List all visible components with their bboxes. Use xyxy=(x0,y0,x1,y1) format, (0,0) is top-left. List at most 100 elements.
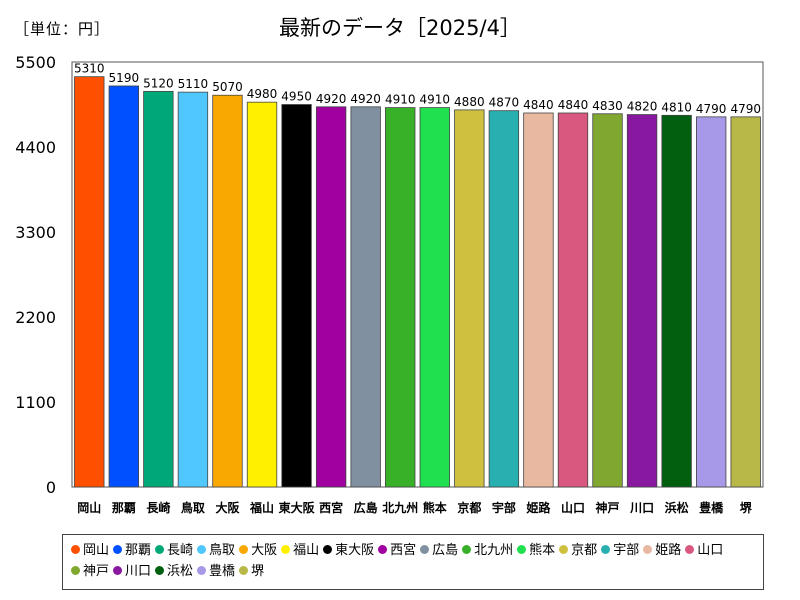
legend-label: 長崎 xyxy=(167,543,194,558)
legend-label: 京都 xyxy=(571,543,598,558)
x-tick-label: 浜松 xyxy=(665,500,689,515)
x-tick-label: 北九州 xyxy=(382,500,418,515)
legend-label: 堺 xyxy=(251,564,265,579)
data-label: 4910 xyxy=(385,93,416,107)
bar-神戸 xyxy=(592,113,623,488)
data-label: 5070 xyxy=(212,80,243,94)
legend-item: 神戸 xyxy=(71,561,109,582)
legend-marker xyxy=(462,545,472,554)
data-label: 4920 xyxy=(350,92,381,106)
x-tick-label: 姫路 xyxy=(526,500,551,515)
x-tick-label: 川口 xyxy=(629,501,654,515)
legend-item: 山口 xyxy=(685,540,723,561)
y-tick-label: 0 xyxy=(46,478,56,497)
bar-那覇 xyxy=(108,85,140,488)
x-tick-label: 堺 xyxy=(740,500,753,515)
x-tick-label: 神戸 xyxy=(596,500,620,515)
legend-item: 浜松 xyxy=(155,561,193,582)
legend-item: 広島 xyxy=(420,540,458,561)
legend-item: 姫路 xyxy=(643,540,681,561)
x-tick-label: 鳥取 xyxy=(181,500,205,515)
data-label: 4840 xyxy=(523,98,554,112)
legend-label: 浜松 xyxy=(167,564,194,579)
bar-福山 xyxy=(246,101,278,488)
x-tick-label: 大阪 xyxy=(215,500,240,515)
bar-熊本 xyxy=(419,107,450,488)
legend-item: 東大阪 xyxy=(323,540,374,561)
data-label: 5310 xyxy=(74,62,105,76)
legend-label: 鳥取 xyxy=(209,543,236,558)
bar-東大阪 xyxy=(281,104,312,488)
legend-label: 大阪 xyxy=(251,543,278,558)
legend-item: 西宮 xyxy=(378,540,416,561)
legend-marker xyxy=(643,545,653,554)
legend-marker xyxy=(378,545,388,554)
legend-marker xyxy=(71,566,80,575)
bar-大阪 xyxy=(212,94,243,488)
x-tick-label: 長崎 xyxy=(146,500,170,515)
data-label: 4920 xyxy=(316,92,347,106)
legend-item: 長崎 xyxy=(155,540,193,561)
bar-長崎 xyxy=(143,90,174,488)
x-tick-label: 京都 xyxy=(457,500,481,515)
legend-item: 熊本 xyxy=(517,540,555,561)
data-label: 4840 xyxy=(558,98,589,112)
y-tick-label: 3300 xyxy=(15,223,56,242)
legend-marker xyxy=(559,545,569,554)
legend-marker xyxy=(323,545,333,554)
legend-item: 那覇 xyxy=(113,540,151,561)
bar-鳥取 xyxy=(177,91,209,488)
bar-広島 xyxy=(350,106,381,488)
data-label: 5110 xyxy=(178,77,209,91)
legend-marker xyxy=(71,545,80,554)
bar-西宮 xyxy=(315,106,347,488)
y-tick-label: 2200 xyxy=(15,308,56,327)
data-label: 4820 xyxy=(627,100,658,114)
data-label: 4980 xyxy=(247,87,278,101)
legend-item: 岡山 xyxy=(71,540,109,561)
bar-堺 xyxy=(730,116,761,488)
data-label: 4910 xyxy=(420,93,451,107)
plot-area xyxy=(71,61,764,488)
x-tick-label: 東大阪 xyxy=(279,500,316,515)
legend-label: 福山 xyxy=(293,543,320,558)
chart-title: 最新のデータ［2025/4］ xyxy=(279,16,521,40)
legend-marker xyxy=(239,545,249,554)
data-label: 4810 xyxy=(661,100,692,114)
data-label: 5120 xyxy=(143,76,174,90)
legend-marker xyxy=(601,545,611,554)
x-tick-label: 宇部 xyxy=(492,500,516,515)
legend-label: 岡山 xyxy=(83,543,110,558)
legend-label: 熊本 xyxy=(529,543,556,558)
legend-marker xyxy=(113,545,123,554)
bar-chart: 0 1100 2200 3300 4400 5500 5310 岡山 5190 那覇 5120 長崎 5… xyxy=(15,53,764,515)
data-label: 5190 xyxy=(109,71,140,85)
x-tick-label: 西宮 xyxy=(319,500,343,515)
legend-item: 宇部 xyxy=(601,540,639,561)
legend-item: 堺 xyxy=(239,561,264,582)
legend-item: 福山 xyxy=(281,540,319,561)
legend-marker xyxy=(281,545,291,554)
legend-item: 豊橋 xyxy=(197,561,235,582)
legend-marker xyxy=(420,545,430,554)
bar-宇部 xyxy=(488,110,520,488)
x-tick-label: 熊本 xyxy=(423,500,447,515)
legend-label: 川口 xyxy=(125,564,152,579)
legend-label: 那覇 xyxy=(125,543,152,558)
x-tick-label: 広島 xyxy=(354,500,378,515)
bar-豊橋 xyxy=(696,116,727,488)
data-label: 4790 xyxy=(696,102,727,116)
x-tick-label: 福山 xyxy=(249,500,274,515)
legend: 岡山 那覇 長崎 鳥取 大阪 福山 東大阪 西宮 広島 北九州 熊本 京都 宇部 姫路 山口神戸 川口 浜松 豊橋… xyxy=(62,534,764,590)
legend-item: 大阪 xyxy=(239,540,277,561)
y-tick-label: 1100 xyxy=(15,393,56,412)
legend-item: 川口 xyxy=(113,561,151,582)
data-label: 4870 xyxy=(489,96,520,110)
legend-label: 西宮 xyxy=(390,543,417,558)
x-tick-label: 岡山 xyxy=(77,500,101,515)
legend-marker xyxy=(197,545,207,554)
legend-item: 北九州 xyxy=(462,540,513,561)
legend-item: 京都 xyxy=(559,540,597,561)
legend-label: 北九州 xyxy=(474,543,514,558)
legend-marker xyxy=(155,545,165,554)
